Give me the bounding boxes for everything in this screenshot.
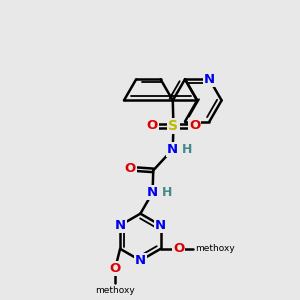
Text: S: S bbox=[168, 119, 178, 133]
Text: N: N bbox=[155, 219, 166, 232]
Text: N: N bbox=[167, 143, 178, 156]
Text: O: O bbox=[173, 242, 184, 255]
Text: N: N bbox=[115, 219, 126, 232]
Text: H: H bbox=[162, 186, 172, 199]
Text: methoxy: methoxy bbox=[195, 244, 235, 253]
Text: O: O bbox=[147, 119, 158, 132]
Text: H: H bbox=[182, 143, 193, 156]
Text: O: O bbox=[189, 119, 200, 132]
Text: O: O bbox=[110, 262, 121, 275]
Text: N: N bbox=[204, 73, 215, 86]
Text: N: N bbox=[147, 186, 158, 199]
Text: N: N bbox=[135, 254, 146, 267]
Text: O: O bbox=[124, 162, 135, 175]
Text: methoxy: methoxy bbox=[95, 286, 135, 295]
